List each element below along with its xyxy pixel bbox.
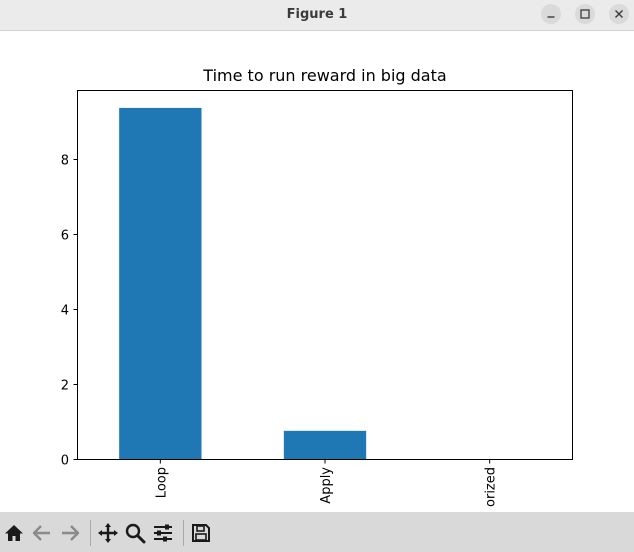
x-tick-label: Loop: [154, 467, 169, 498]
navigation-toolbar: [0, 512, 634, 552]
window-title: Figure 1: [286, 7, 348, 22]
forward-icon: [62, 525, 80, 541]
y-axis: 0 2 4 6 8: [61, 154, 78, 469]
y-tick-label: 8: [61, 154, 69, 169]
pan-icon: [98, 523, 118, 543]
x-tick-label: Apply: [319, 467, 334, 504]
toolbar-separator: [90, 520, 91, 546]
home-icon: [5, 525, 23, 541]
figure-canvas[interactable]: Time to run reward in big data 0 2 4 6 8 Loo…: [0, 32, 634, 512]
bar-loop: [119, 107, 202, 460]
y-tick-label: 0: [61, 454, 69, 469]
y-tick-label: 4: [61, 304, 69, 319]
y-tick-label: 6: [61, 229, 69, 244]
bars-group: [119, 107, 367, 460]
zoom-icon: [125, 523, 146, 544]
save-button[interactable]: [190, 522, 212, 544]
chart-title: Time to run reward in big data: [202, 66, 446, 85]
forward-button[interactable]: [59, 522, 81, 544]
close-icon: [615, 10, 623, 18]
y-tick-label: 2: [61, 379, 69, 394]
pan-button[interactable]: [97, 522, 119, 544]
title-bar[interactable]: Figure 1: [0, 0, 634, 31]
configure-subplots-button[interactable]: [152, 522, 174, 544]
maximize-button[interactable]: [575, 4, 595, 24]
configure-subplots-icon: [154, 524, 172, 542]
back-button[interactable]: [31, 522, 53, 544]
save-icon: [192, 524, 210, 542]
bar-chart: Time to run reward in big data 0 2 4 6 8 Loo…: [61, 66, 573, 507]
bar-apply: [283, 430, 367, 459]
back-icon: [32, 525, 50, 541]
zoom-button[interactable]: [124, 522, 146, 544]
x-tick-label: orized: [484, 467, 499, 507]
minimize-button[interactable]: [541, 4, 561, 24]
minimize-icon: [547, 16, 555, 18]
toolbar-separator: [183, 520, 184, 546]
close-button[interactable]: [609, 4, 629, 24]
home-button[interactable]: [3, 522, 25, 544]
x-axis: Loop Apply orized: [154, 459, 499, 507]
maximize-icon: [580, 9, 590, 19]
